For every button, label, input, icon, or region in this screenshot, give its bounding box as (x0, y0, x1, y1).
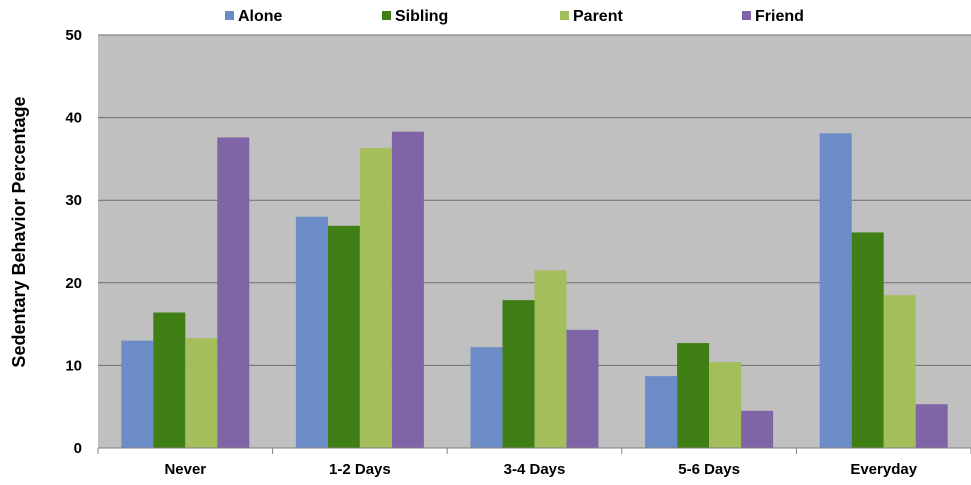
legend-swatch-sibling (382, 11, 391, 20)
bar-parent-1-2-days (359, 148, 392, 449)
bar-alone-1-2-days (295, 216, 328, 448)
legend-label-friend: Friend (755, 8, 804, 25)
bar-friend-3-4-days (566, 329, 599, 448)
bar-sibling-everyday (851, 232, 884, 448)
bar-alone-everyday (819, 133, 852, 448)
y-tick-label: 40 (65, 110, 82, 127)
bar-alone-never (121, 340, 154, 448)
bar-sibling-5-6-days (677, 343, 710, 448)
bar-parent-never (185, 338, 218, 448)
bar-friend-never (217, 137, 250, 448)
axes (97, 447, 971, 454)
bar-alone-3-4-days (470, 347, 503, 448)
x-tick-label: Everyday (850, 461, 917, 478)
bar-friend-everyday (915, 404, 948, 448)
y-tick-labels: 0 10 20 30 40 50 (65, 27, 82, 457)
bar-parent-everyday (883, 295, 916, 448)
legend: Alone Sibling Parent Friend (225, 8, 804, 25)
legend-swatch-friend (742, 11, 751, 20)
y-axis-title: Sedentary Behavior Percentage (9, 96, 29, 367)
y-tick-label: 0 (74, 440, 82, 457)
bar-friend-5-6-days (741, 410, 774, 448)
bar-parent-5-6-days (709, 362, 742, 448)
legend-label-sibling: Sibling (395, 8, 448, 25)
legend-swatch-alone (225, 11, 234, 20)
legend-label-parent: Parent (573, 8, 623, 25)
bar-friend-1-2-days (391, 131, 424, 448)
x-tick-label: 5-6 Days (678, 461, 740, 478)
x-tick-label: 1-2 Days (329, 461, 391, 478)
bar-sibling-1-2-days (327, 225, 360, 448)
bar-alone-5-6-days (645, 376, 678, 448)
legend-swatch-parent (560, 11, 569, 20)
legend-label-alone: Alone (238, 8, 283, 25)
x-tick-label: Never (164, 461, 206, 478)
bar-sibling-never (153, 312, 186, 448)
y-tick-label: 30 (65, 192, 82, 209)
y-tick-label: 10 (65, 357, 82, 374)
x-tick-labels: Never 1-2 Days 3-4 Days 5-6 Days Everyday (164, 461, 917, 478)
bar-parent-3-4-days (534, 270, 567, 448)
y-tick-label: 50 (65, 27, 82, 44)
bar-sibling-3-4-days (502, 300, 535, 448)
y-tick-label: 20 (65, 275, 82, 292)
x-tick-label: 3-4 Days (504, 461, 566, 478)
bars (121, 131, 948, 449)
